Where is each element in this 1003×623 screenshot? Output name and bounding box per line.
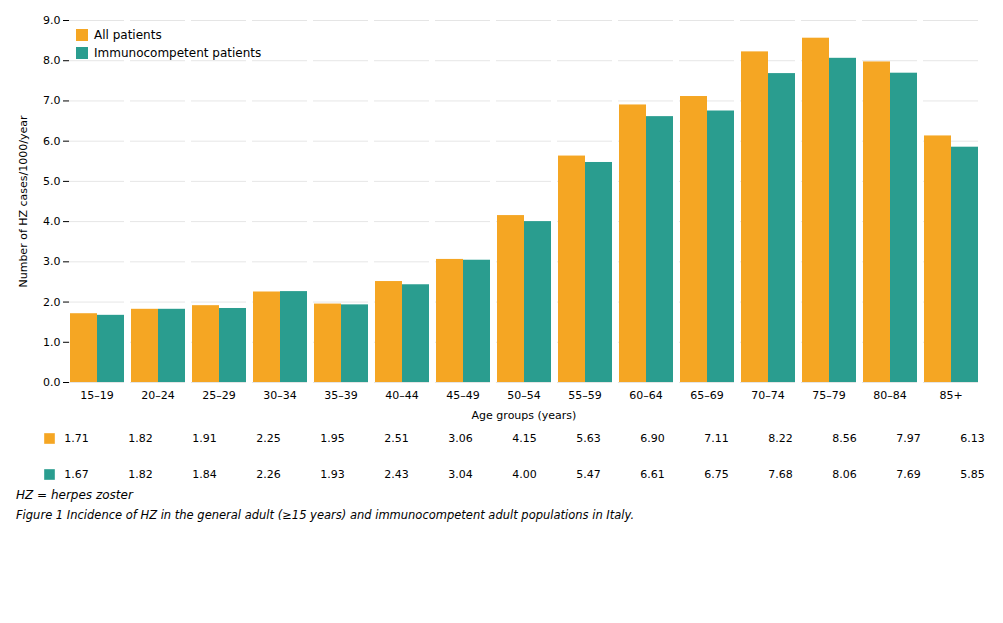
- svg-text:2.25: 2.25: [256, 432, 281, 445]
- svg-text:1.82: 1.82: [128, 468, 153, 481]
- svg-text:7.97: 7.97: [896, 432, 921, 445]
- svg-text:60–64: 60–64: [629, 389, 663, 402]
- svg-text:20–24: 20–24: [141, 389, 175, 402]
- svg-text:25–29: 25–29: [202, 389, 236, 402]
- svg-text:8.22: 8.22: [768, 432, 793, 445]
- svg-text:6.0: 6.0: [43, 135, 61, 148]
- svg-text:2.51: 2.51: [384, 432, 409, 445]
- html-text:All patients: All patients: [94, 28, 162, 42]
- svg-text:2.43: 2.43: [384, 468, 409, 481]
- svg-text:0.0: 0.0: [43, 376, 61, 389]
- svg-text:30–34: 30–34: [263, 389, 297, 402]
- svg-text:6.75: 6.75: [704, 468, 729, 481]
- svg-text:9.0: 9.0: [43, 14, 61, 27]
- svg-text:4.15: 4.15: [512, 432, 537, 445]
- svg-text:15–19: 15–19: [80, 389, 114, 402]
- svg-text:85+: 85+: [939, 389, 962, 402]
- svg-text:6.90: 6.90: [640, 432, 665, 445]
- svg-text:8.06: 8.06: [832, 468, 857, 481]
- svg-text:45–49: 45–49: [446, 389, 480, 402]
- svg-text:55–59: 55–59: [568, 389, 602, 402]
- svg-text:6.61: 6.61: [640, 468, 665, 481]
- svg-text:70–74: 70–74: [751, 389, 785, 402]
- svg-text:1.71: 1.71: [64, 432, 89, 445]
- svg-text:35–39: 35–39: [324, 389, 358, 402]
- svg-text:1.93: 1.93: [320, 468, 345, 481]
- svg-text:1.82: 1.82: [128, 432, 153, 445]
- svg-text:6.13: 6.13: [960, 432, 985, 445]
- svg-text:5.85: 5.85: [960, 468, 985, 481]
- svg-text:5.47: 5.47: [576, 468, 601, 481]
- svg-text:4.00: 4.00: [512, 468, 537, 481]
- svg-text:1.95: 1.95: [320, 432, 345, 445]
- html-text:Immunocompetent patients: Immunocompetent patients: [94, 46, 262, 60]
- svg-text:80–84: 80–84: [873, 389, 907, 402]
- svg-text:Age groups (years): Age groups (years): [472, 409, 577, 422]
- svg-text:3.06: 3.06: [448, 432, 473, 445]
- svg-text:7.68: 7.68: [768, 468, 793, 481]
- html-text:Figure 1 Incidence of HZ in th: Figure 1 Incidence of HZ in the general …: [16, 508, 635, 522]
- svg-text:1.67: 1.67: [64, 468, 89, 481]
- svg-text:50–54: 50–54: [507, 389, 541, 402]
- svg-text:2.26: 2.26: [256, 468, 281, 481]
- svg-text:75–79: 75–79: [812, 389, 846, 402]
- svg-text:7.0: 7.0: [43, 94, 61, 107]
- svg-text:7.11: 7.11: [704, 432, 729, 445]
- svg-text:1.0: 1.0: [43, 336, 61, 349]
- svg-text:4.0: 4.0: [43, 215, 61, 228]
- html-text:HZ = herpes zoster: HZ = herpes zoster: [16, 488, 133, 502]
- svg-text:2.0: 2.0: [43, 296, 61, 309]
- svg-text:Number of HZ cases/1000/year: Number of HZ cases/1000/year: [17, 115, 30, 288]
- svg-text:3.0: 3.0: [43, 255, 61, 268]
- svg-text:1.84: 1.84: [192, 468, 217, 481]
- svg-text:5.0: 5.0: [43, 175, 61, 188]
- svg-text:1.91: 1.91: [192, 432, 217, 445]
- svg-text:7.69: 7.69: [896, 468, 921, 481]
- svg-text:8.56: 8.56: [832, 432, 857, 445]
- svg-text:40–44: 40–44: [385, 389, 419, 402]
- svg-text:5.63: 5.63: [576, 432, 601, 445]
- svg-text:3.04: 3.04: [448, 468, 473, 481]
- svg-text:8.0: 8.0: [43, 54, 61, 67]
- svg-text:65–69: 65–69: [690, 389, 724, 402]
